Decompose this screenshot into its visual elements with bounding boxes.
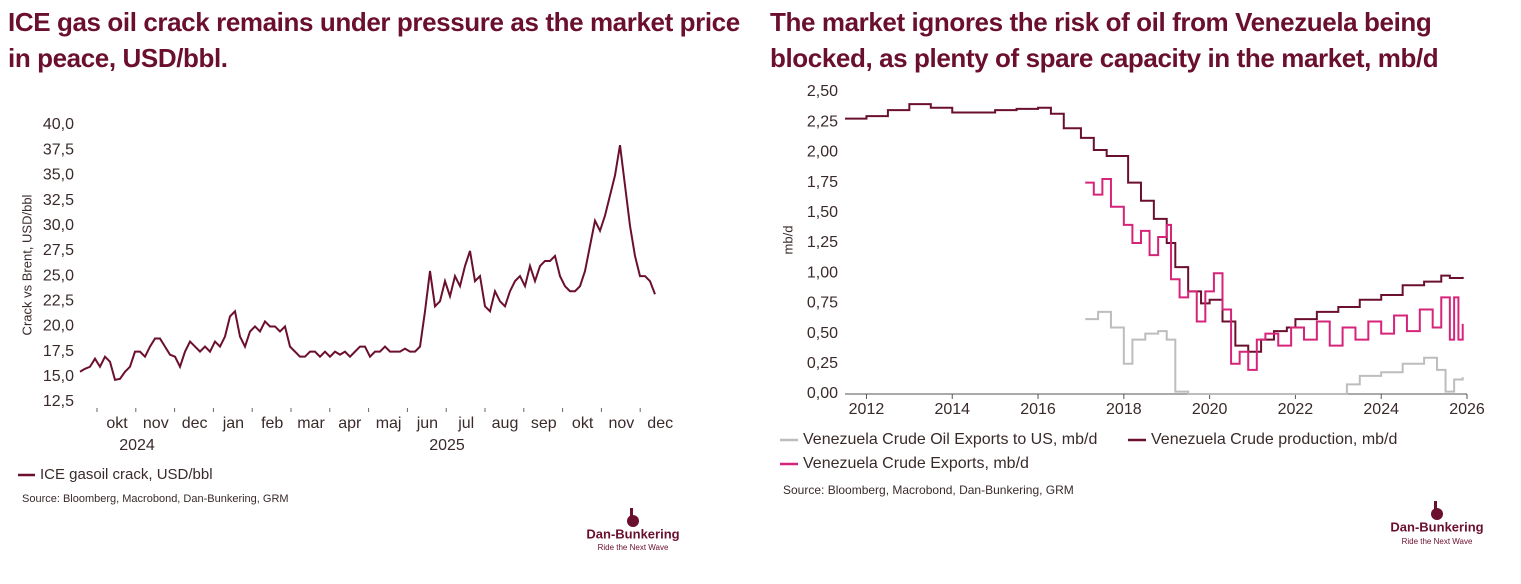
y-tick-label: 32,5 — [43, 192, 74, 209]
y-tick-label: 0,25 — [807, 355, 838, 372]
y-tick-label: 0,75 — [807, 295, 838, 312]
x-tick-label: maj — [376, 415, 402, 432]
x-tick-label: aug — [492, 415, 519, 432]
chart-title: ICE gas oil crack remains under pressure… — [8, 7, 740, 73]
x-tick-label: jun — [416, 415, 438, 432]
line-series — [1085, 177, 1464, 371]
legend-label: Venezuela Crude production, mb/d — [1151, 431, 1397, 448]
y-tick-label: 0,50 — [807, 325, 838, 342]
x-tick-label: 2026 — [1449, 401, 1485, 418]
x-tick-label: mar — [297, 415, 325, 432]
line-series — [1085, 310, 1464, 395]
brand-name: Dan-Bunkering — [586, 526, 679, 541]
y-tick-label: 2,50 — [807, 83, 838, 100]
y-tick-label: 15,0 — [43, 368, 74, 385]
line-series — [845, 103, 1464, 353]
x-tick-label: 2024 — [1363, 401, 1399, 418]
y-tick-label: 37,5 — [43, 141, 74, 158]
x-tick-label: feb — [261, 415, 283, 432]
x-tick-label: okt — [106, 415, 128, 432]
x-tick-label: dec — [182, 415, 208, 432]
x-tick-label: 2012 — [849, 401, 885, 418]
y-tick-label: 1,50 — [807, 204, 838, 221]
y-tick-label: 25,0 — [43, 267, 74, 284]
y-tick-label: 1,75 — [807, 174, 838, 191]
source: Source: Bloomberg, Macrobond, Dan-Bunker… — [783, 483, 1074, 497]
x-tick-label: 2016 — [1020, 401, 1056, 418]
y-tick-label: 1,00 — [807, 264, 838, 281]
y-tick-label: 27,5 — [43, 242, 74, 259]
y-tick-label: 20,0 — [43, 318, 74, 335]
y-tick-label: 1,25 — [807, 234, 838, 251]
x-tick-label: jan — [222, 415, 244, 432]
x-tick-label: jul — [457, 415, 474, 432]
x-tick-label: sep — [531, 415, 557, 432]
y-tick-label: 40,0 — [43, 116, 74, 133]
y-tick-label: 17,5 — [43, 343, 74, 360]
x-tick-label: okt — [572, 415, 594, 432]
x-year-label: 2025 — [429, 437, 465, 454]
legend-label: Venezuela Crude Exports, mb/d — [803, 455, 1029, 472]
y-axis-label: mb/d — [780, 226, 795, 255]
y-tick-label: 12,5 — [43, 393, 74, 410]
x-tick-label: nov — [143, 415, 169, 432]
legend-label: ICE gasoil crack, USD/bbl — [40, 466, 213, 483]
y-tick-label: 22,5 — [43, 292, 74, 309]
legend-label: Venezuela Crude Oil Exports to US, mb/d — [803, 431, 1097, 448]
y-tick-label: 2,25 — [807, 113, 838, 130]
y-tick-label: 0,00 — [807, 385, 838, 402]
x-tick-label: 2022 — [1278, 401, 1314, 418]
line-series — [79, 144, 656, 382]
y-tick-label: 30,0 — [43, 217, 74, 234]
x-tick-label: nov — [609, 415, 635, 432]
x-tick-label: 2014 — [934, 401, 970, 418]
x-tick-label: dec — [647, 415, 673, 432]
x-year-label: 2024 — [119, 437, 155, 454]
source: Source: Bloomberg, Macrobond, Dan-Bunker… — [22, 493, 289, 505]
logo-icon — [627, 501, 1443, 527]
x-tick-label: 2018 — [1106, 401, 1142, 418]
brand-tagline: Ride the Next Wave — [598, 543, 669, 552]
x-tick-label: 2020 — [1192, 401, 1228, 418]
brand-tagline: Ride the Next Wave — [1402, 537, 1473, 546]
y-tick-label: 35,0 — [43, 167, 74, 184]
brand-name: Dan-Bunkering — [1390, 519, 1483, 534]
x-tick-label: apr — [338, 415, 362, 432]
chart-title: The market ignores the risk of oil from … — [770, 7, 1439, 73]
y-tick-label: 2,00 — [807, 144, 838, 161]
y-axis-label: Crack vs Brent, USD/bbl — [19, 194, 34, 335]
